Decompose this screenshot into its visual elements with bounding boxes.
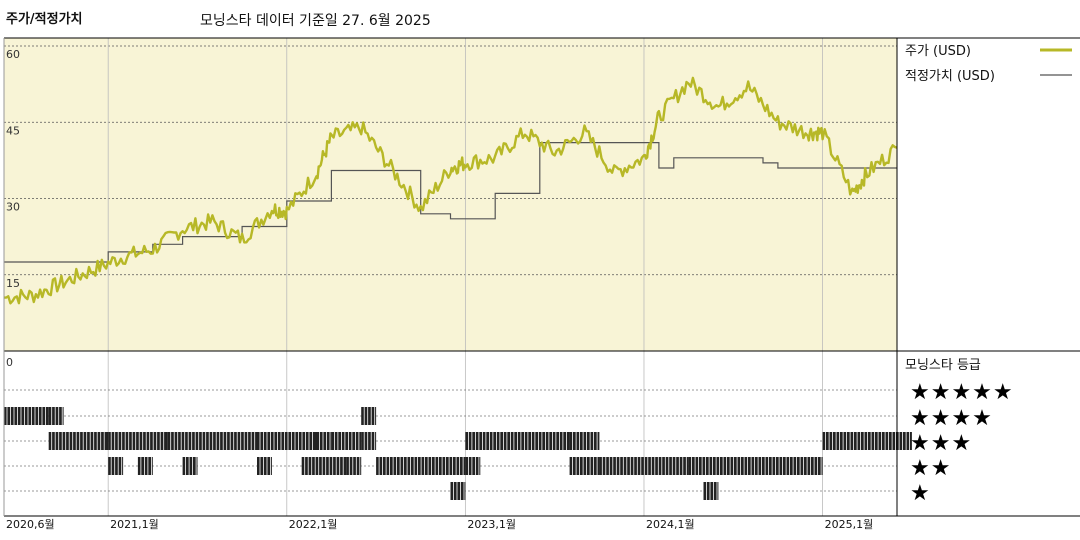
y-tick-labels: 60 45 30 15 [6, 48, 20, 290]
rating-star-label: ★★ [910, 456, 951, 481]
rating-band [450, 482, 466, 500]
rating-band [569, 432, 600, 450]
y-tick-label: 30 [6, 201, 20, 214]
rating-band [257, 457, 272, 475]
data-source-note: 모닝스타 데이터 기준일 27. 6월 2025 [200, 13, 431, 29]
y-tick-label: 60 [6, 48, 20, 61]
rating-band [465, 457, 481, 475]
rating-star-label: ★★★★ [910, 406, 993, 431]
x-tick-label: 2023,1월 [467, 518, 516, 531]
rating-band [569, 457, 600, 475]
rating-band [361, 407, 377, 425]
rating-band [182, 457, 198, 475]
x-tick-label: 2021,1월 [110, 518, 159, 531]
rating-band [688, 457, 823, 475]
rating-band [346, 457, 362, 475]
rating-band [137, 457, 153, 475]
x-tick-label: 2024,1월 [646, 518, 695, 531]
rating-title: 모닝스타 등급 [905, 358, 981, 373]
y-tick-label: 15 [6, 277, 20, 290]
legend-fair-label: 적정가치 (USD) [905, 69, 995, 84]
rating-band [108, 432, 168, 450]
rating-band [301, 457, 347, 475]
x-tick-label: 2020,6월 [6, 518, 55, 531]
x-tick-label: 2022,1월 [289, 518, 338, 531]
y-tick-label: 45 [6, 124, 20, 137]
legend-price-label: 주가 (USD) [905, 44, 971, 59]
price-line [4, 76, 898, 305]
rating-band [257, 432, 317, 450]
rating-star-label: ★★★ [910, 431, 972, 456]
rating-band [4, 407, 49, 425]
fair-value-line [4, 142, 897, 263]
rating-band [48, 407, 64, 425]
chart-title: 주가/적정가치 [6, 12, 83, 27]
rating-band [703, 482, 719, 500]
rating-band [331, 432, 362, 450]
lower-panel-zero-label: 0 [6, 356, 13, 369]
rating-bands [4, 407, 912, 500]
rating-band [361, 432, 377, 450]
rating-band [48, 432, 109, 450]
rating-band [108, 457, 124, 475]
price-panel-background [4, 38, 897, 351]
rating-star-label: ★★★★★ [910, 380, 1014, 405]
rating-band [316, 432, 332, 450]
x-tick-labels: 2020,6월 2021,1월 2022,1월 2023,1월 2024,1월 2025,… [6, 518, 873, 531]
rating-star-label: ★ [910, 481, 931, 506]
rating-star-labels: ★★★★★★★★★★★★★★★ [910, 380, 1014, 506]
x-tick-label: 2025,1월 [825, 518, 874, 531]
